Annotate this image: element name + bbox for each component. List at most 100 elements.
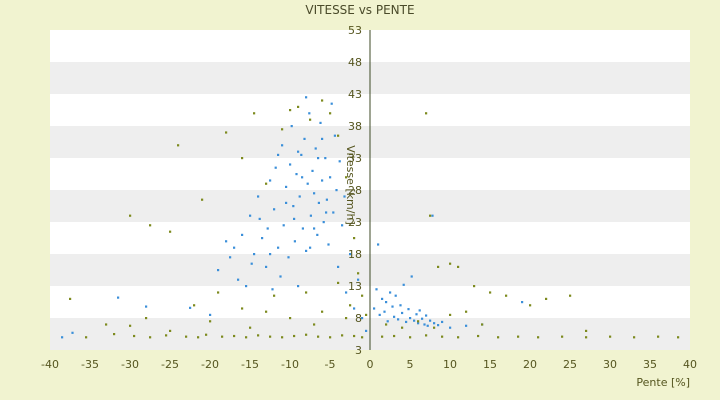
data-point-series-2 [313,323,316,326]
data-point-series-1 [322,221,325,224]
data-point-series-2 [433,326,436,329]
data-point-series-1 [305,249,308,252]
x-tick-label: 10 [443,358,457,371]
data-point-series-2 [529,304,532,307]
data-point-series-2 [217,291,220,294]
data-point-series-2 [441,335,444,338]
data-point-series-1 [309,214,312,217]
data-point-series-1 [274,166,277,169]
data-point-series-1 [300,153,303,156]
data-point-series-1 [426,324,429,327]
data-point-series-2 [361,336,364,339]
data-point-series-2 [249,326,252,329]
data-point-series-1 [385,301,388,304]
data-point-series-2 [113,333,116,336]
data-point-series-1 [305,96,308,99]
data-point-series-1 [250,262,253,265]
data-point-series-1 [245,285,248,288]
data-point-series-1 [399,304,402,307]
data-point-series-1 [410,275,413,278]
data-point-series-1 [377,243,380,246]
data-point-series-2 [305,333,308,336]
data-point-series-2 [473,285,476,288]
data-point-series-2 [185,335,188,338]
x-tick-label: -15 [241,358,259,371]
data-point-series-1 [327,243,330,246]
data-point-series-2 [209,320,212,323]
data-point-series-1 [375,288,378,291]
data-point-series-2 [401,326,404,329]
data-point-series-2 [85,336,88,339]
x-tick-label: 25 [563,358,577,371]
data-point-series-1 [407,308,410,311]
data-point-series-1 [325,198,328,201]
data-point-series-1 [295,173,298,176]
y-tick-label: 18 [348,248,362,261]
data-point-series-2 [505,294,508,297]
data-point-series-1 [409,317,412,320]
data-point-series-2 [465,310,468,313]
data-point-series-1 [292,205,295,208]
x-tick-label: 40 [683,358,697,371]
data-point-series-2 [609,335,612,338]
data-point-series-2 [265,310,268,313]
data-point-series-1 [289,163,292,166]
y-tick-label: 13 [348,280,362,293]
data-point-series-2 [205,333,208,336]
data-point-series-1 [317,157,320,160]
y-tick-label: 48 [348,56,362,69]
data-point-series-2 [329,336,332,339]
data-point-series-2 [269,335,272,338]
data-point-series-1 [343,195,346,198]
data-point-series-1 [329,176,332,179]
data-point-series-1 [401,311,404,315]
data-point-series-2 [289,109,292,112]
data-point-series-2 [569,294,572,297]
data-point-series-2 [437,265,440,268]
data-point-series-1 [321,137,324,140]
data-point-series-1 [261,237,264,240]
data-point-series-2 [429,214,432,217]
data-point-series-2 [385,323,388,326]
x-tick-labels: -40 -35 -30 -25 -20 -15 -10 -5 0 5 10 15 20 25 30 35 40 [41,358,697,371]
data-point-series-2 [345,317,348,320]
data-point-series-2 [169,230,172,233]
data-point-series-1 [313,192,316,195]
data-point-series-2 [281,336,284,339]
data-point-series-1 [279,275,282,278]
data-point-series-2 [201,198,204,201]
data-point-series-2 [321,310,324,313]
data-point-series-1 [271,288,274,291]
data-point-series-1 [253,253,256,256]
data-point-series-2 [253,112,256,115]
data-point-series-1 [249,214,252,217]
data-point-series-2 [353,237,356,240]
data-point-series-1 [521,301,524,304]
data-point-series-1 [433,322,436,325]
x-tick-label: -20 [201,358,219,371]
data-point-series-2 [409,336,412,339]
data-point-series-1 [335,189,338,192]
data-point-series-1 [393,315,396,318]
data-point-series-2 [561,335,564,338]
data-point-series-1 [290,125,293,128]
data-point-series-2 [585,336,588,339]
data-point-series-1 [145,305,148,308]
data-point-series-2 [353,334,356,338]
data-point-series-1 [308,112,311,115]
data-point-series-2 [365,313,368,316]
data-point-series-2 [69,297,72,300]
data-point-series-1 [269,253,272,256]
data-point-series-2 [357,272,360,275]
data-point-series-1 [421,317,424,320]
chart-title: VITESSE vs PENTE [305,3,414,17]
data-point-series-1 [241,233,244,236]
data-point-series-1 [402,283,405,286]
data-point-series-1 [209,313,212,316]
data-point-series-2 [257,334,260,337]
data-point-series-2 [133,334,136,338]
data-point-series-2 [225,131,228,134]
data-point-series-2 [417,320,420,323]
